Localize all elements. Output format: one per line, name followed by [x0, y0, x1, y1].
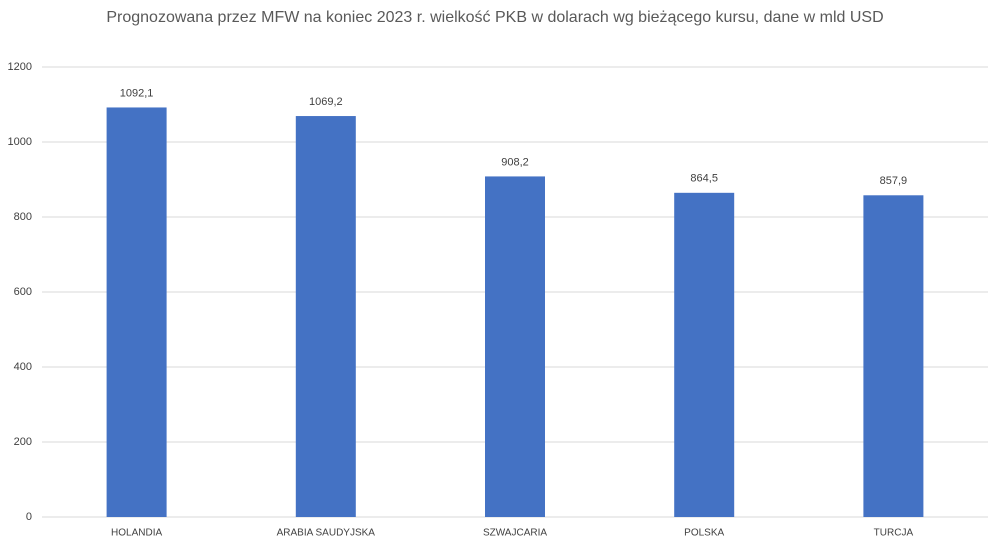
bar [863, 195, 924, 517]
value-label: 1069,2 [309, 96, 343, 108]
chart-title: Prognozowana przez MFW na koniec 2023 r.… [106, 9, 884, 26]
bar [295, 116, 356, 518]
y-tick-label: 1200 [8, 61, 32, 73]
x-tick-label: SZWAJCARIA [483, 528, 547, 539]
y-tick-label: 800 [14, 211, 32, 223]
y-tick-label: 600 [14, 286, 32, 298]
y-tick-label: 1000 [8, 136, 32, 148]
x-tick-label: TURCJA [874, 528, 914, 539]
bar [485, 176, 545, 518]
x-tick-label: HOLANDIA [111, 528, 162, 539]
y-tick-label: 200 [14, 436, 32, 448]
value-label: 908,2 [501, 156, 529, 168]
value-label: 857,9 [880, 175, 908, 187]
y-tick-label: 400 [14, 361, 32, 373]
y-tick-label: 0 [26, 511, 32, 523]
x-tick-label: POLSKA [684, 528, 724, 539]
value-label: 864,5 [690, 173, 718, 185]
bar [674, 192, 735, 517]
x-tick-label: ARABIA SAUDYJSKA [277, 528, 376, 539]
value-label: 1092,1 [120, 87, 154, 99]
bar [106, 107, 167, 518]
